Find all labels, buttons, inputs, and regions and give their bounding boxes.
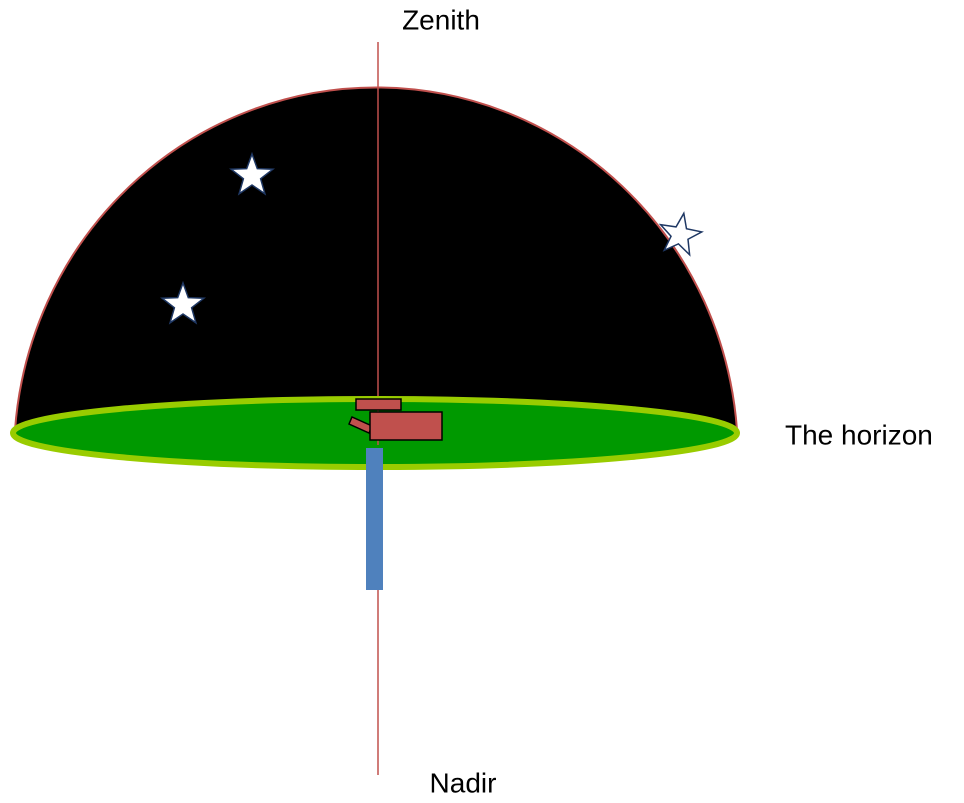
stars [160,151,704,325]
zenith-label: Zenith [402,4,480,35]
telescope-pier [366,448,383,590]
sky-dome [13,86,739,431]
star [229,151,275,196]
telescope-body [369,411,443,441]
nadir-label: Nadir [430,767,497,798]
telescope-finder [355,398,402,411]
star [160,280,206,325]
horizon-label: The horizon [785,419,933,450]
star [658,211,704,257]
